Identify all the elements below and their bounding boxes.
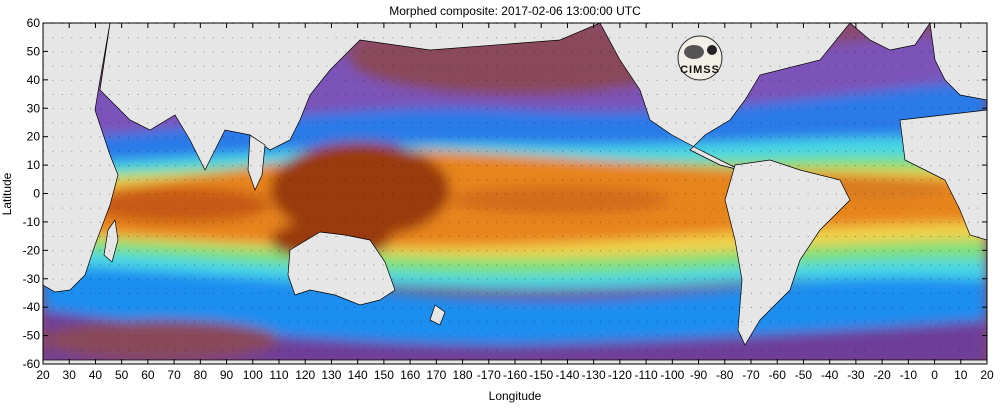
x-tick-label: -50 (795, 368, 813, 382)
y-tick-label: 10 (27, 158, 41, 172)
x-tick-label: -40 (821, 368, 839, 382)
logo-eye (707, 45, 717, 55)
x-tick-label: 20 (36, 368, 50, 382)
y-tick-label: 30 (27, 101, 41, 115)
x-tick-label: 120 (295, 368, 315, 382)
x-tick-label: 110 (269, 368, 288, 382)
x-tick-label: 30 (63, 368, 77, 382)
x-tick-label: -10 (900, 368, 918, 382)
x-tick-label: -20 (873, 368, 891, 382)
x-tick-label: 140 (348, 368, 368, 382)
map-title: Morphed composite: 2017-02-06 13:00:00 U… (389, 4, 641, 18)
x-tick-label: 170 (426, 368, 446, 382)
x-tick-label: -160 (503, 368, 527, 382)
plot-area (43, 23, 987, 364)
cimss-logo: CIMSS (677, 35, 723, 81)
logo-swirl (684, 45, 704, 59)
x-tick-label: 100 (243, 368, 263, 382)
y-tick-label: 20 (27, 130, 41, 144)
grid-dots (43, 23, 987, 364)
y-tick-label: 40 (27, 73, 41, 87)
x-axis-ticks: 20 30 40 50 60 70 80 90 100 110 120 130 140 150 160 170… (36, 23, 994, 382)
y-tick-label: -30 (23, 272, 41, 286)
x-tick-label: 160 (400, 368, 420, 382)
y-tick-label: 0 (33, 187, 40, 201)
y-tick-label: -20 (23, 243, 41, 257)
x-tick-label: -90 (690, 368, 708, 382)
logo-text: CIMSS (680, 64, 720, 76)
x-tick-label: 40 (89, 368, 103, 382)
x-tick-label: -120 (608, 368, 632, 382)
y-tick-label: -50 (23, 329, 41, 343)
y-tick-label: -60 (23, 357, 41, 371)
x-tick-label: 150 (374, 368, 394, 382)
x-axis-title: Longitude (489, 389, 542, 403)
x-tick-label: 130 (321, 368, 341, 382)
y-axis-title: Latitude (0, 172, 14, 215)
x-tick-label: -70 (742, 368, 760, 382)
y-tick-label: 50 (27, 44, 41, 58)
x-tick-label: -80 (716, 368, 734, 382)
y-tick-label: -40 (23, 300, 41, 314)
x-tick-label: 80 (194, 368, 208, 382)
x-tick-label: 180 (453, 368, 473, 382)
y-axis-ticks: 60 50 40 30 20 10 0 -10 -20 -30 -40 -50 -60 (23, 16, 987, 371)
x-tick-label: 90 (220, 368, 234, 382)
x-tick-label: 10 (954, 368, 968, 382)
y-tick-label: 60 (27, 16, 41, 30)
y-tick-label: -10 (23, 215, 41, 229)
x-tick-label: -110 (635, 368, 658, 382)
x-tick-label: 20 (980, 368, 994, 382)
x-tick-label: -130 (582, 368, 606, 382)
x-tick-label: -60 (769, 368, 787, 382)
x-tick-label: -170 (477, 368, 501, 382)
x-tick-label: -150 (529, 368, 553, 382)
x-tick-label: 70 (167, 368, 181, 382)
x-tick-label: -140 (555, 368, 579, 382)
x-tick-label: -100 (660, 368, 684, 382)
x-tick-label: 50 (115, 368, 129, 382)
x-tick-label: 60 (141, 368, 155, 382)
x-tick-label: 0 (931, 368, 938, 382)
x-tick-label: -30 (847, 368, 865, 382)
